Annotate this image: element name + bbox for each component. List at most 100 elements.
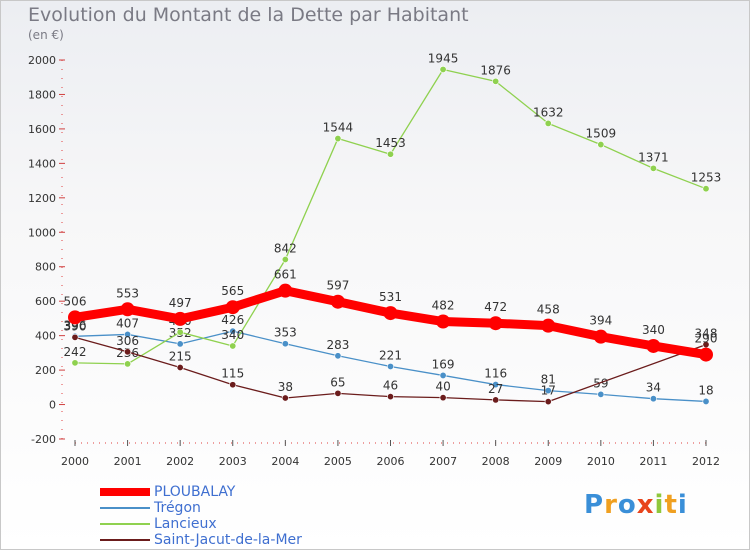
y-tick-label: 400	[35, 330, 56, 343]
data-label: 390	[64, 319, 87, 333]
data-label: 27	[488, 382, 503, 396]
data-point	[492, 381, 500, 389]
data-point	[330, 294, 345, 309]
data-label: 59	[593, 376, 608, 390]
x-tick-label: 2010	[587, 455, 615, 468]
data-point	[225, 300, 240, 315]
y-tick-label: 1200	[28, 192, 56, 205]
data-label: 1945	[428, 51, 459, 65]
data-label: 482	[432, 299, 455, 313]
data-point	[176, 364, 184, 372]
data-point	[439, 65, 447, 73]
data-label: 115	[221, 367, 244, 381]
data-point	[334, 352, 342, 360]
x-tick-label: 2001	[114, 455, 142, 468]
data-label: 497	[169, 296, 192, 310]
data-point	[229, 327, 237, 335]
x-tick-label: 2007	[429, 455, 457, 468]
data-label: 531	[379, 290, 402, 304]
data-label: 348	[695, 327, 718, 341]
data-point	[492, 396, 500, 404]
data-label: 565	[221, 284, 244, 298]
proxiti-logo: Proxiti	[584, 490, 688, 520]
data-point	[702, 185, 710, 193]
data-label: 553	[116, 286, 139, 300]
y-tick-label: 800	[35, 261, 56, 274]
data-point	[699, 347, 713, 362]
data-point	[173, 311, 188, 326]
data-point	[124, 360, 132, 368]
y-tick-label: 0	[49, 399, 56, 412]
data-label: 34	[646, 381, 661, 395]
data-point	[541, 318, 556, 333]
data-label: 40	[435, 380, 450, 394]
data-label: 1876	[480, 63, 511, 77]
data-label: 353	[274, 326, 297, 340]
data-point	[544, 398, 552, 406]
data-point	[649, 164, 657, 172]
legend-swatch	[100, 523, 150, 525]
data-point	[492, 77, 500, 85]
data-point	[281, 255, 289, 263]
data-point	[68, 310, 82, 325]
data-label: 283	[326, 338, 349, 352]
data-label: 116	[484, 367, 507, 381]
data-label: 340	[221, 328, 244, 342]
data-label: 407	[116, 316, 139, 330]
legend-swatch	[100, 488, 150, 496]
x-tick-label: 2006	[377, 455, 405, 468]
data-label: 1253	[691, 171, 722, 185]
y-tick-label: 1800	[28, 88, 56, 101]
chart-subtitle: (en €)	[28, 28, 64, 42]
data-label: 506	[64, 294, 87, 308]
data-label: 169	[432, 357, 455, 371]
data-label: 306	[116, 334, 139, 348]
legend-swatch	[100, 507, 150, 509]
data-label: 661	[274, 268, 297, 282]
data-point	[120, 302, 135, 317]
data-point	[176, 340, 184, 348]
data-point	[439, 371, 447, 379]
y-tick-label: 200	[35, 364, 56, 377]
y-tick-label: 1400	[28, 157, 56, 170]
data-label: 18	[698, 383, 713, 397]
data-label: 1544	[323, 121, 354, 135]
legend-swatch	[100, 539, 150, 541]
data-point	[593, 329, 608, 344]
data-point	[386, 362, 394, 370]
data-point	[176, 328, 184, 336]
legend-label: Trégon	[154, 500, 201, 516]
legend-label: Saint-Jacut-de-la-Mer	[154, 532, 302, 548]
data-point	[488, 316, 503, 331]
data-label: 1509	[586, 127, 617, 141]
x-tick-label: 2012	[692, 455, 720, 468]
data-point	[278, 283, 293, 298]
data-label: 458	[537, 303, 560, 317]
data-point	[71, 333, 79, 341]
data-point	[439, 394, 447, 402]
data-point	[383, 306, 398, 321]
y-tick-label: 2000	[28, 54, 56, 67]
data-point	[386, 393, 394, 401]
y-tick-label: 1000	[28, 226, 56, 239]
data-point	[229, 342, 237, 350]
y-tick-label: 600	[35, 295, 56, 308]
data-label: 340	[642, 323, 665, 337]
x-tick-label: 2009	[534, 455, 562, 468]
data-point	[597, 390, 605, 398]
data-point	[597, 141, 605, 149]
x-tick-label: 2002	[166, 455, 194, 468]
data-label: 597	[326, 279, 349, 293]
data-point	[281, 394, 289, 402]
data-point	[334, 135, 342, 143]
data-point	[544, 119, 552, 127]
data-label: 46	[383, 379, 398, 393]
legend-label: Lancieux	[154, 516, 217, 532]
data-point	[544, 387, 552, 395]
data-label: 65	[330, 375, 345, 389]
data-point	[649, 395, 657, 403]
data-label: 396	[64, 318, 87, 332]
data-label: 472	[484, 300, 507, 314]
